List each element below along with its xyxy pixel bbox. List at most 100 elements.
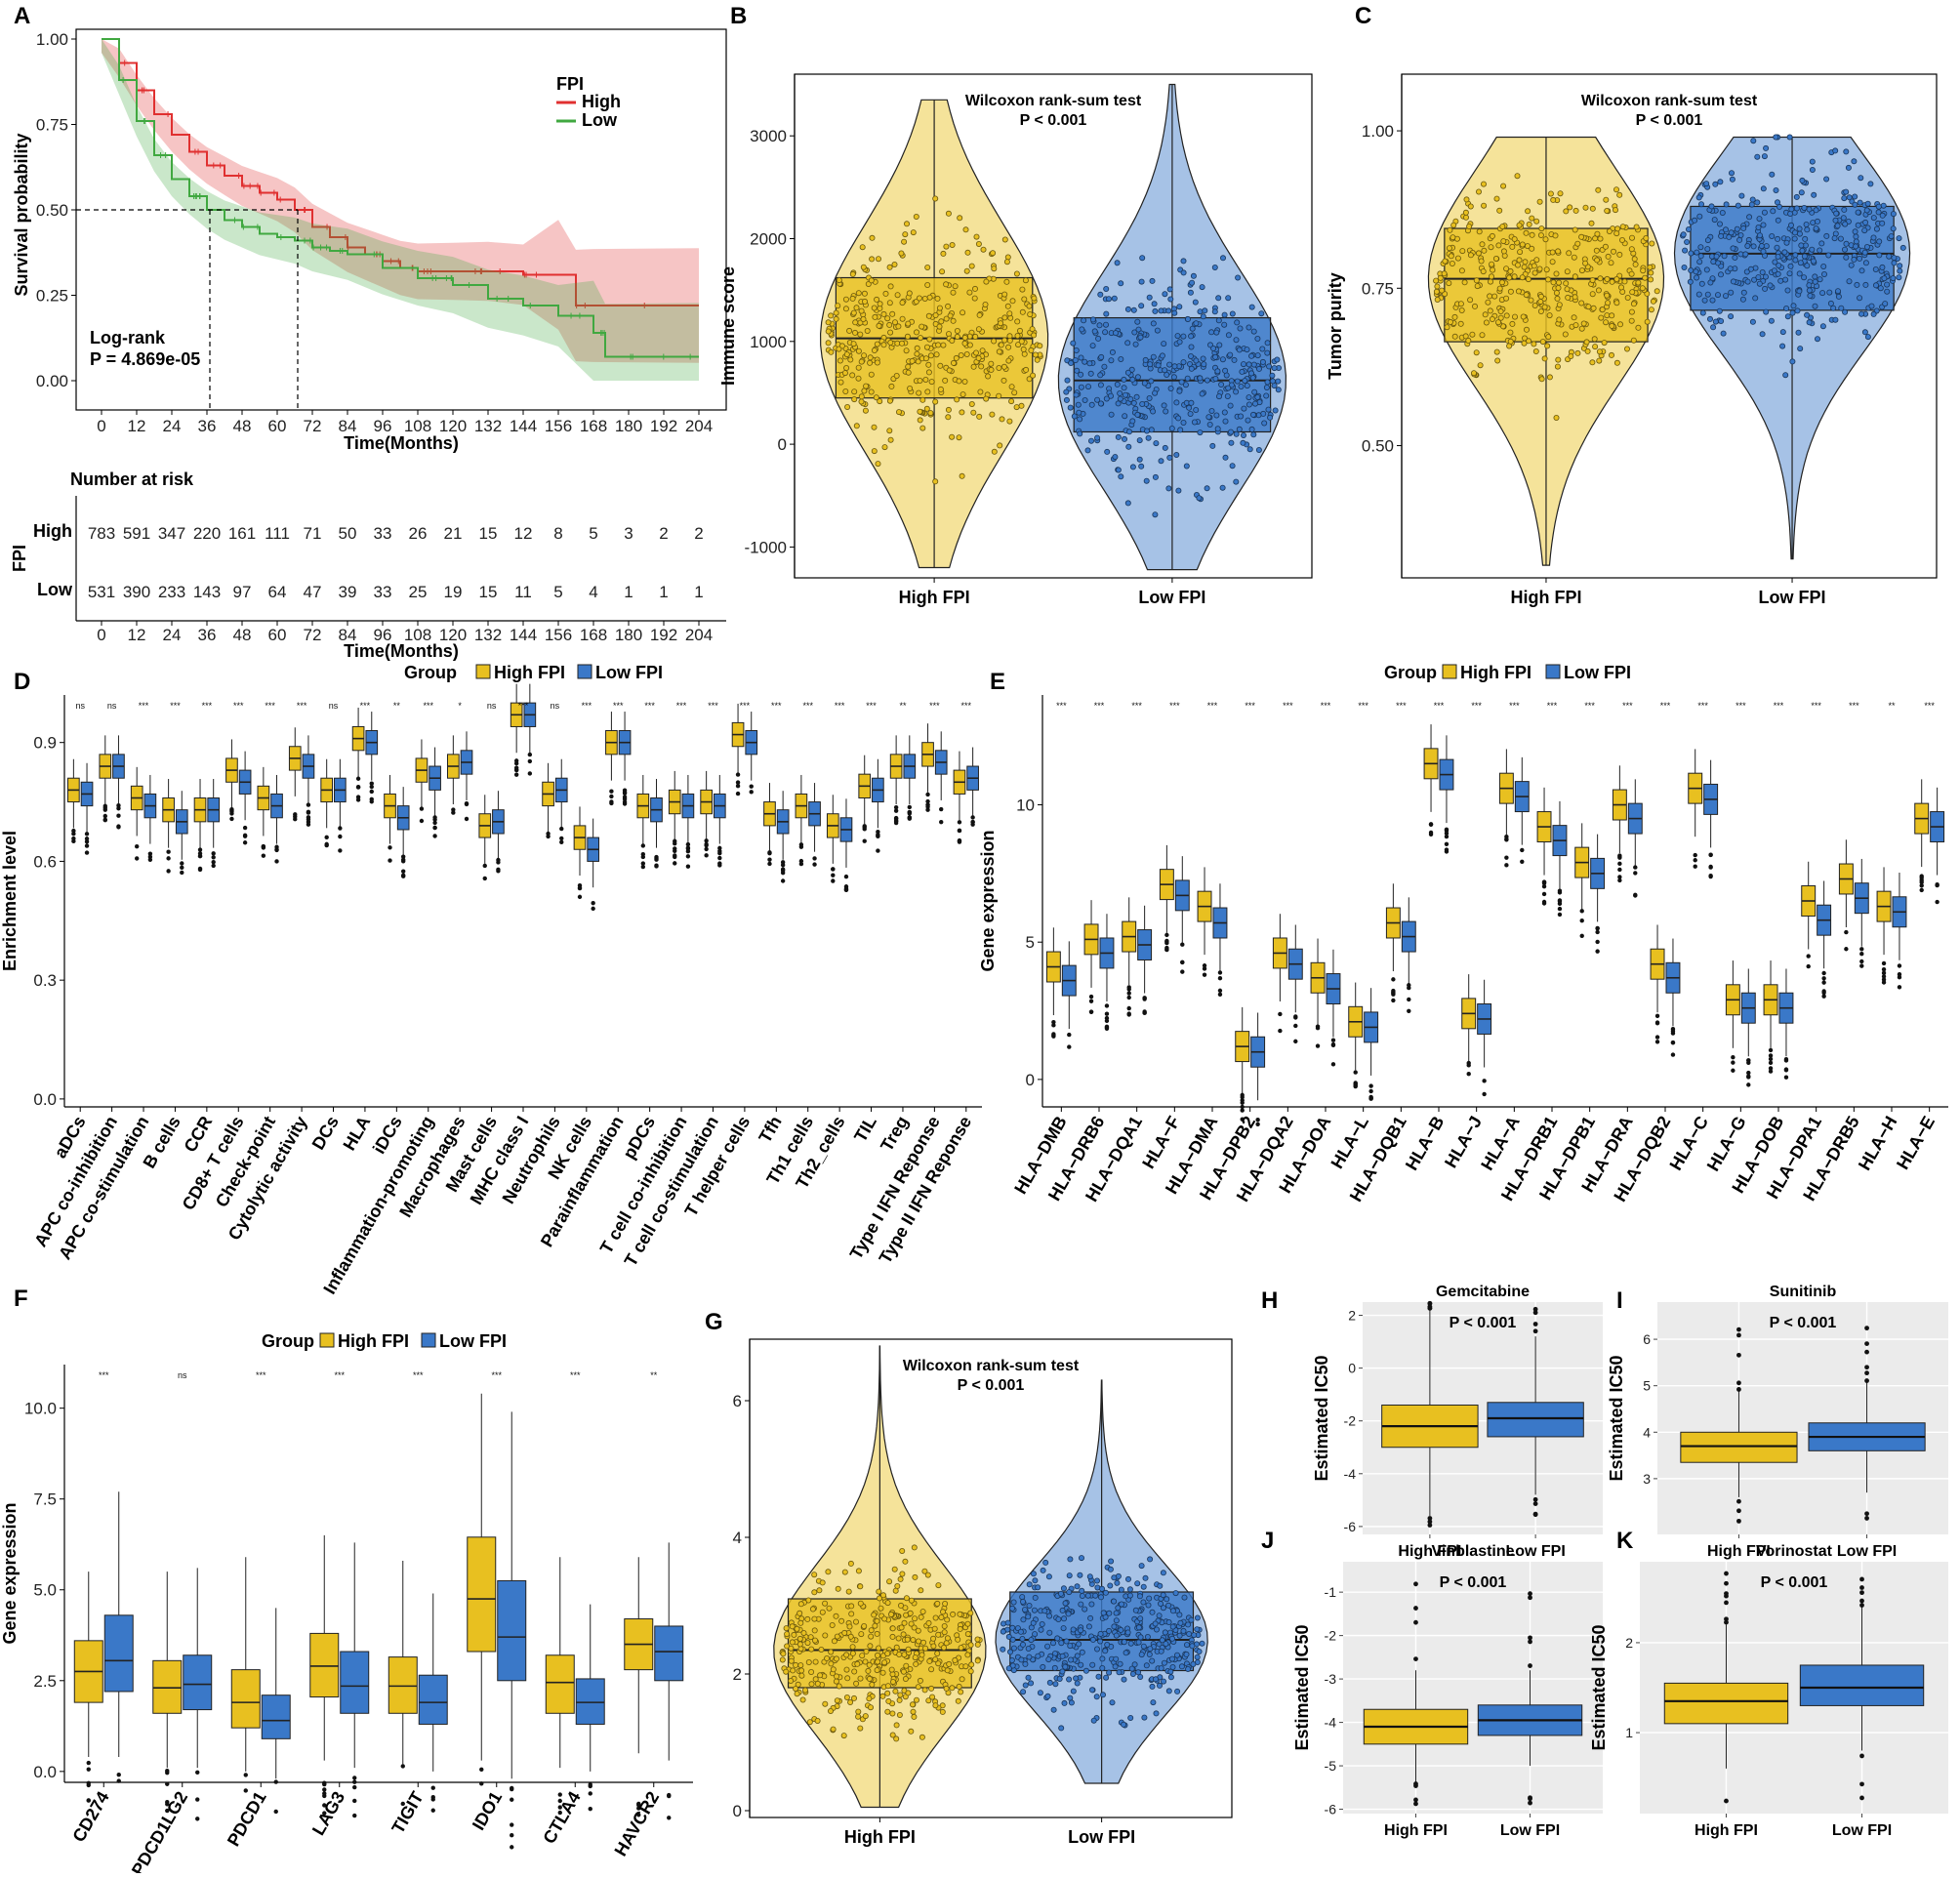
panel-F-category-label: TIGIT xyxy=(388,1788,427,1837)
jitter-point xyxy=(1176,339,1183,346)
jitter-point xyxy=(1136,437,1143,444)
jitter-point xyxy=(1031,295,1038,302)
jitter-point xyxy=(799,1696,806,1703)
outlier-point xyxy=(352,1776,357,1780)
jitter-point xyxy=(1184,375,1191,382)
jitter-point xyxy=(1467,297,1474,304)
jitter-point xyxy=(996,348,1002,355)
outlier-point xyxy=(588,1791,592,1796)
jitter-point xyxy=(1582,204,1589,211)
outlier-point xyxy=(1736,1387,1741,1392)
km-y-tick-label: 0.50 xyxy=(36,201,68,220)
jitter-point xyxy=(1473,349,1480,356)
outlier-point xyxy=(767,857,772,862)
outlier-point xyxy=(591,900,595,906)
jitter-point xyxy=(1238,413,1245,420)
jitter-point xyxy=(1028,347,1035,353)
jitter-point xyxy=(1857,199,1863,206)
significance-marker: *** xyxy=(1924,701,1935,711)
jitter-point xyxy=(1554,363,1561,370)
outlier-point xyxy=(197,847,203,852)
jitter-point xyxy=(1807,292,1814,299)
outlier-point xyxy=(704,846,709,852)
outlier-point xyxy=(211,859,216,865)
jitter-point xyxy=(1899,244,1906,251)
jitter-point xyxy=(1697,244,1704,251)
jitter-point xyxy=(954,327,960,334)
outlier-point xyxy=(1708,864,1713,870)
jitter-point xyxy=(1876,238,1883,245)
panel-K-x-label: High FPI xyxy=(1695,1822,1758,1839)
jitter-point xyxy=(1529,215,1535,222)
jitter-point xyxy=(1180,359,1187,366)
outlier-point xyxy=(482,876,487,881)
outlier-point xyxy=(812,856,817,861)
jitter-point xyxy=(934,1600,941,1607)
outlier-point xyxy=(1104,1018,1110,1024)
risk-x-tick-label: 84 xyxy=(339,626,357,644)
jitter-point xyxy=(912,1654,919,1661)
outlier-point xyxy=(135,856,140,861)
jitter-point xyxy=(1564,268,1571,275)
jitter-point xyxy=(1879,220,1886,226)
outlier-point xyxy=(1532,1511,1538,1517)
jitter-point xyxy=(779,1656,786,1663)
jitter-point xyxy=(1078,384,1084,390)
jitter-point xyxy=(1589,359,1596,366)
outlier-point xyxy=(1724,1798,1729,1804)
risk-count-high: 12 xyxy=(514,524,533,543)
panel-B-y-tick-label: 3000 xyxy=(750,127,787,145)
outlier-point xyxy=(513,758,519,763)
jitter-point xyxy=(1267,414,1274,421)
jitter-point xyxy=(871,347,878,353)
jitter-point xyxy=(1096,322,1103,329)
jitter-point xyxy=(949,1685,956,1692)
jitter-point xyxy=(974,1636,981,1643)
jitter-point xyxy=(1515,288,1522,295)
jitter-point xyxy=(1441,270,1448,277)
jitter-point xyxy=(1221,409,1228,416)
significance-marker: *** xyxy=(740,701,751,711)
significance-marker: *** xyxy=(1056,701,1067,711)
outlier-point xyxy=(1736,1518,1741,1524)
jitter-point xyxy=(1175,487,1182,494)
significance-marker: *** xyxy=(1396,701,1407,711)
jitter-point xyxy=(1487,307,1493,314)
jitter-point xyxy=(812,1658,819,1665)
jitter-point xyxy=(1082,358,1088,365)
jitter-point xyxy=(1812,278,1818,285)
jitter-point xyxy=(1187,410,1194,417)
jitter-point xyxy=(1139,400,1146,407)
significance-marker: *** xyxy=(802,701,813,711)
jitter-point xyxy=(1749,318,1756,325)
jitter-point xyxy=(1890,211,1897,218)
jitter-point xyxy=(1004,254,1011,261)
outlier-point xyxy=(640,861,646,866)
panel-J-y-tick-label: -6 xyxy=(1325,1802,1337,1817)
jitter-point xyxy=(868,277,875,284)
jitter-point xyxy=(1842,246,1849,253)
outlier-point xyxy=(419,818,425,824)
jitter-point xyxy=(877,1595,883,1602)
jitter-point xyxy=(1010,1645,1017,1652)
jitter-point xyxy=(838,1617,845,1624)
outlier-point xyxy=(1504,855,1509,860)
outlier-point xyxy=(243,1773,248,1777)
jitter-point xyxy=(828,348,835,355)
km-y-tick-label: 0.25 xyxy=(36,287,68,306)
jitter-point xyxy=(959,409,965,416)
jitter-point xyxy=(905,1690,912,1696)
panel-F-category-label: LAG3 xyxy=(308,1788,348,1839)
outlier-point xyxy=(1859,952,1864,957)
jitter-point xyxy=(1804,311,1811,318)
jitter-point xyxy=(1493,195,1500,202)
jitter-point xyxy=(1605,300,1612,306)
jitter-point xyxy=(1061,1699,1068,1706)
jitter-point xyxy=(1141,1714,1148,1721)
jitter-point xyxy=(1021,350,1028,357)
jitter-point xyxy=(1827,300,1834,306)
jitter-point xyxy=(1222,367,1229,374)
jitter-point xyxy=(1115,467,1122,473)
outlier-point xyxy=(197,866,203,872)
jitter-point xyxy=(1549,259,1556,265)
